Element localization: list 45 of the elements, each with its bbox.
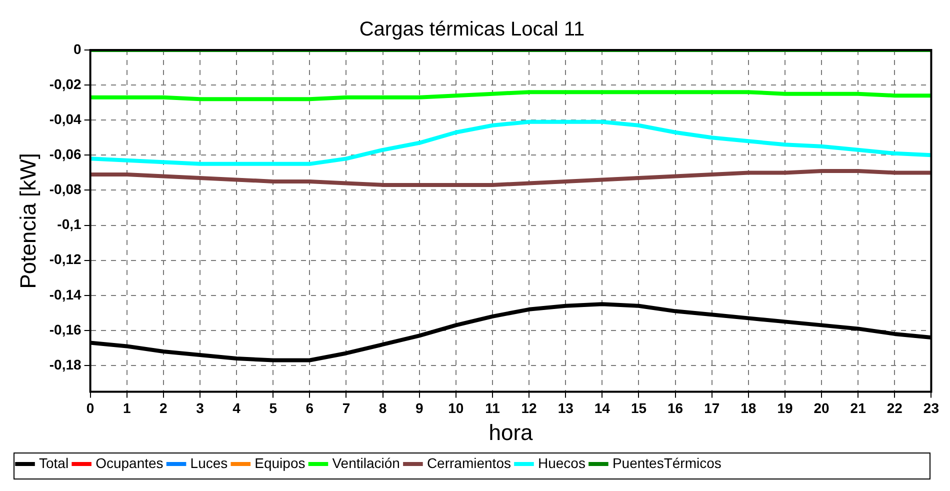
x-tick-label: 11 (485, 400, 500, 416)
x-tick-label: 9 (415, 400, 424, 416)
x-axis-title: hora (488, 420, 534, 445)
y-tick-label: -0,06 (49, 146, 82, 162)
legend-label: Ocupantes (96, 454, 164, 471)
x-tick-label: 23 (923, 400, 940, 416)
x-tick-label: 12 (521, 400, 538, 416)
y-tick-label: 0 (74, 40, 82, 57)
y-tick-label: -0,02 (49, 76, 82, 92)
x-tick-label: 18 (740, 400, 756, 416)
x-tick-label: 20 (814, 400, 830, 416)
legend-label: Huecos (538, 454, 586, 471)
legend-label: Cerramientos (426, 454, 511, 471)
legend-label: Equipos (254, 454, 306, 471)
x-tick-label: 6 (306, 400, 314, 416)
x-tick-label: 0 (86, 400, 94, 416)
x-tick-label: 22 (886, 400, 903, 416)
legend-label: Total (39, 454, 69, 471)
x-tick-label: 16 (668, 400, 684, 416)
x-tick-label: 7 (342, 400, 350, 416)
x-tick-label: 19 (777, 400, 793, 416)
x-tick-label: 1 (122, 400, 131, 416)
x-tick-label: 21 (850, 400, 866, 416)
y-tick-label: -0,08 (49, 181, 82, 198)
y-tick-label: -0,14 (49, 286, 82, 302)
legend-label: PuentesTérmicos (612, 454, 722, 471)
y-tick-label: -0,18 (49, 356, 82, 372)
x-tick-label: 17 (704, 400, 720, 416)
legend-label: Ventilación (332, 454, 400, 471)
x-tick-label: 5 (269, 400, 278, 416)
y-tick-label: -0,04 (49, 110, 82, 127)
y-tick-label: -0,1 (57, 216, 82, 232)
x-tick-label: 10 (448, 400, 464, 416)
x-tick-label: 15 (630, 400, 647, 416)
y-tick-label: -0,12 (49, 251, 82, 268)
x-tick-label: 4 (232, 400, 241, 416)
y-axis-title: Potencia [kW] (15, 153, 40, 289)
legend-label: Luces (190, 454, 228, 471)
x-tick-label: 3 (196, 400, 204, 416)
chart-title: Cargas térmicas Local 11 (359, 18, 585, 41)
x-tick-label: 2 (160, 400, 168, 416)
x-tick-label: 14 (594, 400, 610, 416)
y-tick-label: -0,16 (49, 321, 82, 338)
x-tick-label: 13 (558, 400, 574, 416)
x-tick-label: 8 (378, 400, 387, 416)
